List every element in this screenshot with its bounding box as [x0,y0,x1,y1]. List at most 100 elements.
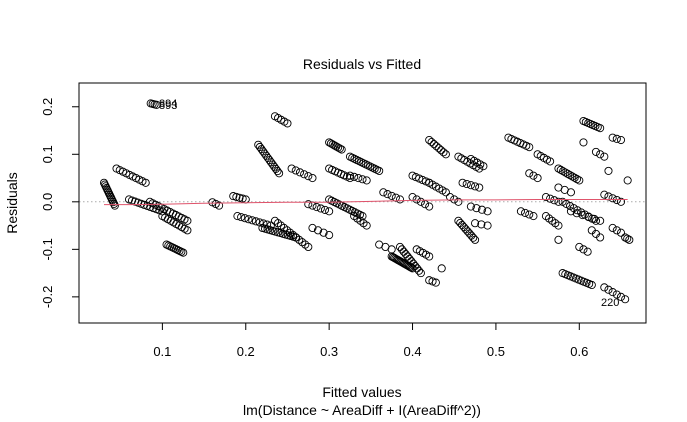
data-point-76 [215,201,224,210]
data-point-235 [399,247,408,256]
data-point-296 [465,229,474,238]
data-point-59 [183,226,192,235]
data-point-304 [475,183,484,192]
data-point-262 [427,138,436,147]
data-point-146 [316,204,325,213]
data-point-340 [554,197,563,206]
data-point-416 [616,197,626,206]
data-point-412 [600,190,609,199]
data-point-279 [445,193,455,202]
data-point-255 [425,202,434,211]
data-point-420 [616,228,626,237]
data-point-406 [600,283,609,292]
data-point-85 [244,215,253,224]
data-point-277 [441,188,450,197]
x-axis-label: Fitted values [322,384,401,400]
x-tick-label-4: 0.5 [487,344,505,359]
y-axis: -0.2 -0.1 0.0 0.1 0.2 [40,98,80,308]
data-point-144 [308,201,317,210]
data-point-150 [313,226,323,235]
data-point-244 [416,269,425,278]
data-point-297 [467,231,476,240]
data-point-142 [308,173,317,183]
data-point-398 [596,124,605,133]
data-point-424 [621,233,630,242]
data-point-207 [379,188,388,197]
data-point-168 [345,173,355,183]
data-point-293 [459,223,469,232]
data-point-12 [109,199,119,208]
data-point-210 [391,193,400,202]
data-point-358 [566,188,576,197]
data-point-299 [471,235,480,244]
data-point-352 [568,172,577,181]
data-point-300 [458,178,467,187]
data-point-152 [325,231,334,240]
data-point-411 [621,295,630,304]
data-point-261 [425,135,434,145]
model-formula-subtitle: lm(Distance ~ AreaDiff + I(AreaDiff^2)) [243,402,481,418]
data-point-408 [608,288,617,297]
data-point-384 [578,211,587,220]
data-point-405 [600,152,609,161]
data-point-302 [466,181,475,190]
plot-frame [78,82,647,324]
data-point-145 [312,202,321,212]
data-point-252 [412,195,421,204]
data-point-73 [152,100,161,109]
data-point-421 [608,133,617,142]
chart-title: Residuals vs Fitted [303,56,421,72]
data-point-415 [612,195,621,205]
data-point-196 [375,166,384,175]
data-point-49 [183,216,192,225]
data-point-206 [362,221,371,230]
data-point-324 [525,143,534,152]
data-point-234 [397,245,406,254]
data-point-385 [584,212,593,222]
data-point-294 [461,225,470,234]
data-point-399 [579,138,588,147]
data-point-79 [235,193,244,202]
data-point-243 [414,266,424,275]
data-point-382 [566,207,576,216]
data-point-345 [554,221,563,230]
data-point-423 [616,135,626,145]
y-tick-label-1: -0.1 [40,238,55,260]
data-point-77 [229,192,238,201]
data-point-151 [319,228,328,237]
data-point-200 [358,175,367,184]
data-point-87 [251,217,261,226]
data-point-355 [575,176,584,185]
data-point-390 [583,247,592,256]
point-label-220: 220 [601,297,619,309]
data-point-267 [439,148,448,157]
data-point-89 [259,219,268,228]
data-point-201 [362,176,371,185]
data-point-237 [403,252,412,261]
data-point-312 [477,205,487,214]
data-point-425 [623,234,632,243]
data-point-149 [308,223,317,232]
data-point-311 [472,204,481,213]
data-point-419 [612,226,621,235]
data-point-328 [529,212,538,221]
data-point-403 [591,147,601,156]
data-point-278 [437,264,446,273]
data-point-138 [291,166,300,175]
data-point-214 [387,245,396,254]
x-tick-label-5: 0.6 [570,344,588,359]
data-point-140 [300,170,309,179]
data-point-251 [408,193,417,202]
data-point-265 [434,144,443,153]
data-point-160 [337,145,346,154]
data-point-236 [401,250,410,259]
data-point-78 [232,192,241,201]
data-point-159 [335,144,344,153]
data-point-290 [454,216,463,225]
y-tick-label-0: -0.2 [40,286,55,308]
data-point-314 [471,219,480,228]
data-point-348 [559,167,568,176]
data-point-198 [350,172,359,181]
data-point-349 [561,168,570,177]
data-point-388 [575,242,584,252]
